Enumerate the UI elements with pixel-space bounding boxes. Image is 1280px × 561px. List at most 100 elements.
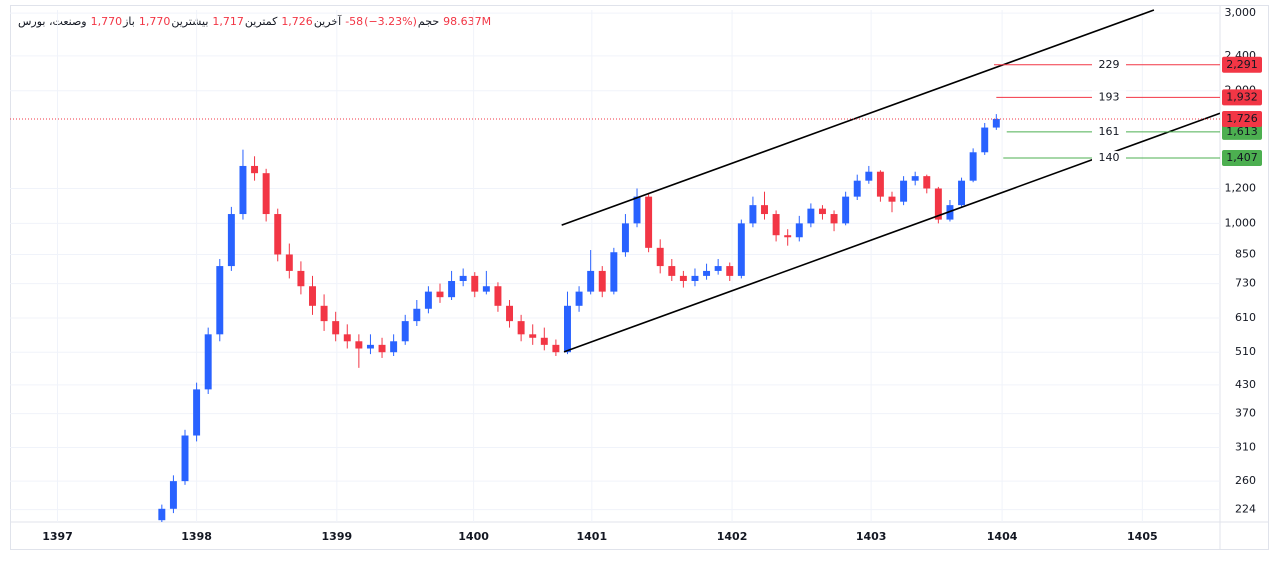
candle-body xyxy=(656,247,664,267)
y-tick-label: 850 xyxy=(1235,247,1256,260)
volume: 98.637M xyxy=(443,15,492,28)
candle-body xyxy=(193,389,201,436)
candle-body xyxy=(587,270,595,292)
level-tag-bg xyxy=(1092,90,1126,105)
field-label: کمترین xyxy=(244,15,278,28)
candle-body xyxy=(390,341,398,353)
x-tick-label: 1398 xyxy=(181,530,212,543)
candle-body xyxy=(564,305,571,353)
y-tick-label: 3,000 xyxy=(1225,6,1257,19)
candle-body xyxy=(818,208,826,215)
y-tick-label: 730 xyxy=(1235,277,1256,290)
candle-body xyxy=(737,223,745,276)
candle-body xyxy=(749,205,757,224)
candle-body xyxy=(842,196,850,224)
field-label: بیشترین xyxy=(171,15,209,28)
price-badge xyxy=(1222,110,1262,127)
x-tick-label: 1400 xyxy=(458,530,489,543)
y-tick-label: 430 xyxy=(1235,378,1256,391)
candle-body xyxy=(262,173,270,215)
candle-body xyxy=(332,321,340,335)
symbol-name: وصنعت، بورس xyxy=(18,15,87,28)
candle-body xyxy=(204,334,212,390)
y-tick-label: 260 xyxy=(1235,474,1256,487)
candle-body xyxy=(876,171,884,197)
price-badge xyxy=(1222,123,1262,140)
x-tick-label: 1401 xyxy=(577,530,608,543)
field-label: باز xyxy=(123,15,135,28)
candle-body xyxy=(946,205,954,220)
volume-label: حجم xyxy=(417,15,440,28)
candle-body xyxy=(575,291,583,306)
candle-body xyxy=(285,254,293,271)
candle-body xyxy=(795,223,803,238)
candle-body xyxy=(448,280,456,298)
candle-body xyxy=(158,508,166,521)
y-tick-label: 1,200 xyxy=(1225,181,1257,194)
candle-body xyxy=(923,176,931,189)
candle-body xyxy=(355,341,363,349)
chart-frame xyxy=(10,5,1269,550)
candle-body xyxy=(251,165,259,174)
field-value: 1,770 xyxy=(138,15,171,28)
candle-body xyxy=(297,270,305,287)
field-value: 1,717 xyxy=(212,15,244,28)
level-tag-bg xyxy=(1092,151,1126,166)
candle-body xyxy=(181,435,189,482)
price-badge xyxy=(1222,56,1262,73)
candle-body xyxy=(981,127,989,153)
field-label: آخرین xyxy=(313,15,342,28)
candle-body xyxy=(366,344,374,349)
candle-body xyxy=(645,196,653,248)
y-tick-label: 1,000 xyxy=(1225,216,1257,229)
level-tag: 229 xyxy=(1099,58,1120,71)
candle-body xyxy=(633,196,641,224)
price-badge-label: 2,291 xyxy=(1226,58,1258,71)
candle-body xyxy=(459,275,467,281)
candle-body xyxy=(714,266,722,271)
candle-body xyxy=(517,321,525,335)
x-tick-label: 1402 xyxy=(717,530,748,543)
candle-body xyxy=(853,180,861,197)
level-tag: 193 xyxy=(1099,90,1120,103)
candle-body xyxy=(969,152,977,181)
candle-body xyxy=(471,275,479,292)
candle-body xyxy=(888,196,896,202)
candle-body xyxy=(309,286,316,306)
y-tick-label: 310 xyxy=(1235,440,1256,453)
candle-body xyxy=(413,308,421,322)
candle-body xyxy=(482,286,490,292)
candle-body xyxy=(436,291,444,298)
candle-body xyxy=(598,270,606,292)
candle-body xyxy=(343,334,351,342)
symbol-header: وصنعت، بورس 1,770باز 1,770بیشترین 1,717کمتر… xyxy=(18,15,492,28)
y-tick-label: 224 xyxy=(1235,503,1256,516)
price-badge-label: 1,726 xyxy=(1226,112,1258,125)
candle-body xyxy=(772,214,780,236)
candle-body xyxy=(169,481,177,509)
level-tag-bg xyxy=(1092,124,1126,139)
candle-body xyxy=(830,214,838,224)
x-tick-label: 1397 xyxy=(42,530,73,543)
change-percent: (−3.23%) xyxy=(364,15,417,28)
candle-body xyxy=(691,275,699,281)
price-badge-label: 1,932 xyxy=(1226,90,1258,103)
candle-body xyxy=(865,171,873,181)
price-badge xyxy=(1222,150,1262,167)
x-tick-label: 1399 xyxy=(322,530,353,543)
candle-body xyxy=(610,252,618,292)
y-tick-label: 610 xyxy=(1235,311,1256,324)
level-tag-bg xyxy=(1092,57,1126,72)
candle-body xyxy=(401,321,409,342)
candle-body xyxy=(552,344,560,353)
x-tick-label: 1404 xyxy=(987,530,1018,543)
x-tick-label: 1403 xyxy=(856,530,887,543)
candle-body xyxy=(216,266,224,335)
candle-body xyxy=(227,214,235,267)
change: -58 xyxy=(345,15,364,28)
trendline xyxy=(561,9,1155,226)
candle-body xyxy=(784,235,792,238)
level-tag: 161 xyxy=(1099,125,1120,138)
